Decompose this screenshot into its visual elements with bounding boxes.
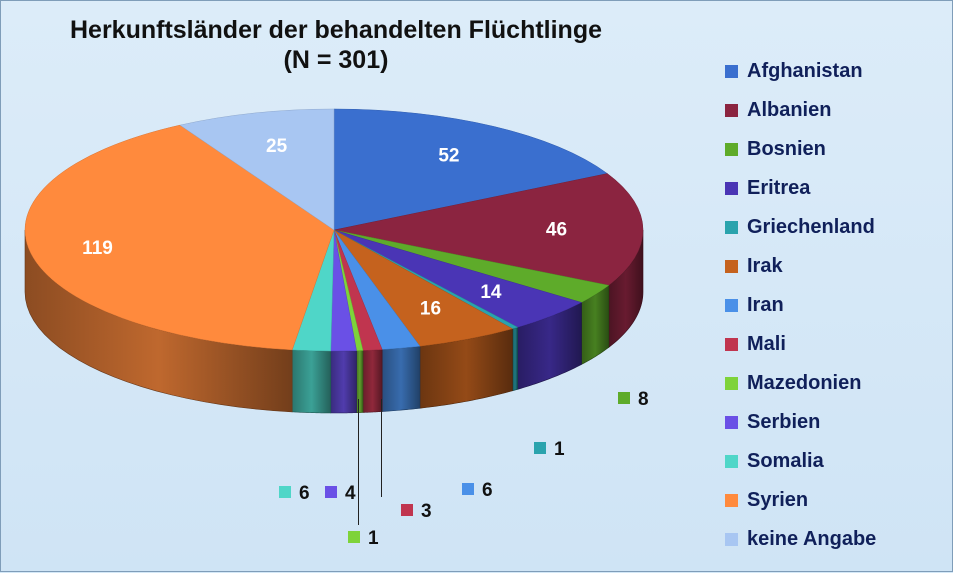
legend-label: keine Angabe xyxy=(747,528,877,550)
legend-label: Serbien xyxy=(747,411,821,433)
legend-item: Somalia xyxy=(725,449,945,488)
pie-side-serbien xyxy=(330,350,357,414)
data-label-irak: 16 xyxy=(420,299,441,320)
data-label-value: 1 xyxy=(368,528,379,549)
pie-side-somalia xyxy=(291,349,332,414)
pie-side-mali xyxy=(362,349,383,413)
legend-swatch xyxy=(725,143,738,156)
pie-data-labels: 52 46 14 16 119 25 xyxy=(82,136,567,320)
data-label-swatch xyxy=(401,504,413,516)
data-label-value: 6 xyxy=(299,483,310,504)
legend-swatch xyxy=(725,299,738,312)
pie-side-walls xyxy=(24,229,644,414)
legend-item: Iran xyxy=(725,293,945,332)
data-label-eritrea: 14 xyxy=(480,282,502,303)
data-label-mali: 3 xyxy=(401,501,432,523)
legend-label: Bosnien xyxy=(747,138,826,160)
leader-line-mazedonien xyxy=(358,399,359,525)
data-label-serbien: 4 xyxy=(325,483,356,505)
pie-slice-afghanistan xyxy=(333,108,608,231)
data-label-afghanistan: 52 xyxy=(438,145,459,166)
data-label-swatch xyxy=(279,486,291,498)
data-label-value: 3 xyxy=(421,501,432,522)
pie-side-iran xyxy=(381,345,421,412)
legend-swatch xyxy=(725,65,738,78)
data-label-swatch xyxy=(462,483,474,495)
data-label-swatch xyxy=(618,392,630,404)
legend-item: Eritrea xyxy=(725,176,945,215)
chart-title-line-2: (N = 301) xyxy=(283,46,389,74)
legend-label: Eritrea xyxy=(747,177,811,199)
legend-item: Serbien xyxy=(725,410,945,449)
legend-swatch xyxy=(725,182,738,195)
legend-item: Mali xyxy=(725,332,945,371)
data-label-swatch xyxy=(325,486,337,498)
legend-item: Syrien xyxy=(725,488,945,527)
leader-line-mali xyxy=(381,399,382,497)
legend-item: Irak xyxy=(725,254,945,293)
data-label-value: 4 xyxy=(345,483,356,504)
legend-label: Irak xyxy=(747,255,783,277)
legend-item: Mazedonien xyxy=(725,371,945,410)
legend-swatch xyxy=(725,221,738,234)
pie-slice-keine-angabe xyxy=(179,108,335,231)
legend-label: Iran xyxy=(747,294,784,316)
legend-item: keine Angabe xyxy=(725,527,945,566)
legend-label: Syrien xyxy=(747,489,809,511)
legend-item: Griechenland xyxy=(725,215,945,254)
legend-item: Afghanistan xyxy=(725,59,945,98)
legend-item: Bosnien xyxy=(725,137,945,176)
data-label-value: 6 xyxy=(482,480,493,501)
chart-legend: Afghanistan Albanien Bosnien Eritrea Grieche… xyxy=(725,59,945,566)
data-label-somalia: 6 xyxy=(279,483,310,505)
legend-swatch xyxy=(725,104,738,117)
data-label-value: 1 xyxy=(554,439,565,460)
legend-item: Albanien xyxy=(725,98,945,137)
legend-swatch xyxy=(725,494,738,507)
pie-slice-albanien xyxy=(333,173,644,286)
legend-swatch xyxy=(725,260,738,273)
pie-top-slices xyxy=(24,108,644,352)
data-label-syrien: 119 xyxy=(82,238,113,259)
legend-swatch xyxy=(725,533,738,546)
legend-swatch xyxy=(725,455,738,468)
data-label-swatch xyxy=(348,531,360,543)
chart-title-line-1: Herkunftsländer der behandelten Flüchtli… xyxy=(69,16,603,44)
chart-title: Herkunftsländer der behandelten Flüchtli… xyxy=(1,15,671,75)
legend-label: Mazedonien xyxy=(747,372,862,394)
legend-swatch xyxy=(725,338,738,351)
data-label-albanien: 46 xyxy=(546,220,567,241)
legend-label: Mali xyxy=(747,333,786,355)
legend-label: Albanien xyxy=(747,99,832,121)
legend-swatch xyxy=(725,416,738,429)
data-label-bosnien: 8 xyxy=(618,389,649,411)
pie-side-griechenland xyxy=(512,326,519,392)
pie-slice-syrien xyxy=(24,124,335,351)
data-label-mazedonien: 1 xyxy=(348,528,379,550)
data-label-value: 8 xyxy=(638,389,649,410)
data-label-swatch xyxy=(534,442,546,454)
data-label-keine-angabe: 25 xyxy=(266,136,288,157)
legend-label: Somalia xyxy=(747,450,824,472)
legend-label: Griechenland xyxy=(747,216,875,238)
data-label-iran: 6 xyxy=(462,480,493,502)
legend-swatch xyxy=(725,377,738,390)
legend-label: Afghanistan xyxy=(747,60,863,82)
data-label-griechenland: 1 xyxy=(534,439,565,461)
